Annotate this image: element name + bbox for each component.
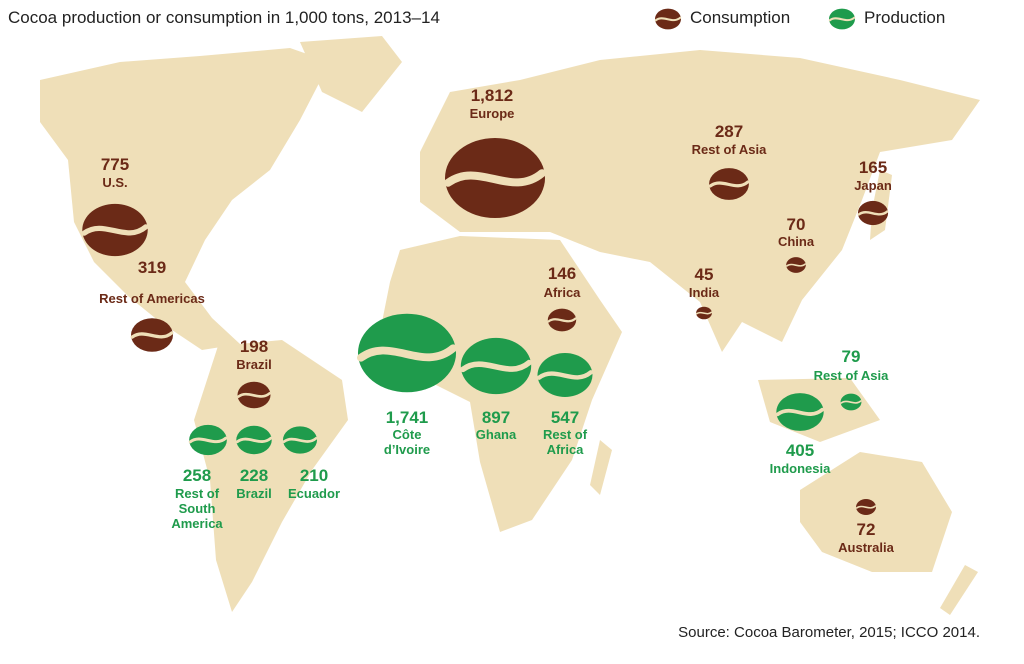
bean-groove	[443, 169, 547, 187]
value-label: 228	[239, 466, 269, 485]
bean	[855, 499, 877, 515]
bean	[81, 203, 149, 257]
value-label: 897	[481, 408, 511, 427]
bean	[235, 425, 273, 455]
bean	[695, 306, 713, 320]
legend-label: Production	[864, 8, 946, 27]
bean-groove	[857, 210, 889, 216]
value-label: 319	[137, 258, 167, 277]
bean-groove	[237, 392, 271, 398]
bean	[840, 393, 862, 411]
region-label: Brazil	[236, 357, 272, 372]
value-label: 72	[856, 520, 876, 539]
greenland	[300, 36, 402, 112]
bean-groove	[235, 436, 273, 444]
bean	[536, 353, 594, 397]
region-label: Australia	[838, 540, 894, 555]
bean-groove	[695, 311, 713, 315]
bean	[828, 8, 856, 30]
value-label: 258	[182, 466, 212, 485]
region-label: India	[688, 285, 720, 300]
value-label: 547	[550, 408, 580, 427]
value-label: 1,812	[470, 86, 514, 105]
value-label: 165	[858, 158, 888, 177]
bean-groove	[282, 437, 318, 443]
bean-groove	[536, 370, 594, 380]
south-america	[194, 340, 348, 612]
value-label: 45	[694, 265, 714, 284]
bean	[547, 308, 577, 332]
value-label: 405	[785, 441, 815, 460]
bean-groove	[188, 436, 228, 444]
value-label: 287	[714, 122, 744, 141]
bean-groove	[460, 359, 532, 373]
value-label: 70	[786, 215, 806, 234]
bean-groove	[855, 505, 877, 509]
madagascar	[590, 440, 612, 495]
bean-groove	[654, 16, 682, 22]
bean	[443, 137, 547, 219]
value-label: 198	[239, 337, 269, 356]
bean	[708, 168, 750, 200]
bean	[857, 200, 889, 226]
region-label: U.S.	[102, 175, 128, 190]
bean	[188, 424, 228, 456]
region-label: Rest of South America	[171, 486, 223, 531]
region-label: Rest of Asia	[813, 368, 889, 383]
north-america	[40, 48, 330, 350]
region-label: Europe	[469, 106, 515, 121]
value-label: 146	[547, 264, 577, 283]
bean-groove	[81, 224, 149, 236]
bean	[130, 318, 174, 352]
legend-label: Consumption	[690, 8, 791, 27]
bean-groove	[785, 263, 807, 267]
bean	[460, 337, 532, 395]
title: Cocoa production or consumption in 1,000…	[8, 8, 440, 27]
region-label: Japan	[854, 178, 892, 193]
region-label: Côte d’Ivoire	[383, 427, 431, 457]
bean-groove	[130, 331, 174, 339]
bean-groove	[356, 344, 458, 362]
bean-groove	[775, 407, 825, 417]
value-label: 210	[299, 466, 329, 485]
bean	[237, 381, 271, 409]
bean	[282, 426, 318, 454]
australia	[800, 452, 952, 572]
region-label: Brazil	[236, 486, 272, 501]
value-label: 1,741	[385, 408, 429, 427]
new-zealand	[940, 565, 978, 615]
region-label: Ghana	[475, 427, 517, 442]
source: Source: Cocoa Barometer, 2015; ICCO 2014…	[678, 624, 980, 641]
bean	[775, 393, 825, 431]
eurasia	[420, 50, 980, 352]
bean	[654, 8, 682, 30]
region-label: Indonesia	[769, 461, 831, 476]
bean-groove	[828, 16, 856, 22]
region-label: Rest of Africa	[542, 427, 588, 457]
bean-groove	[708, 180, 750, 188]
bean-groove	[547, 317, 577, 323]
region-label: Rest of Americas	[99, 291, 205, 306]
value-label: 775	[100, 155, 130, 174]
region-label: China	[777, 234, 815, 249]
bean-groove	[840, 400, 862, 404]
bean	[356, 313, 458, 393]
region-label: Africa	[543, 285, 581, 300]
region-label: Rest of Asia	[691, 142, 767, 157]
value-label: 79	[841, 347, 861, 366]
bean	[785, 257, 807, 273]
region-label: Ecuador	[287, 486, 340, 501]
